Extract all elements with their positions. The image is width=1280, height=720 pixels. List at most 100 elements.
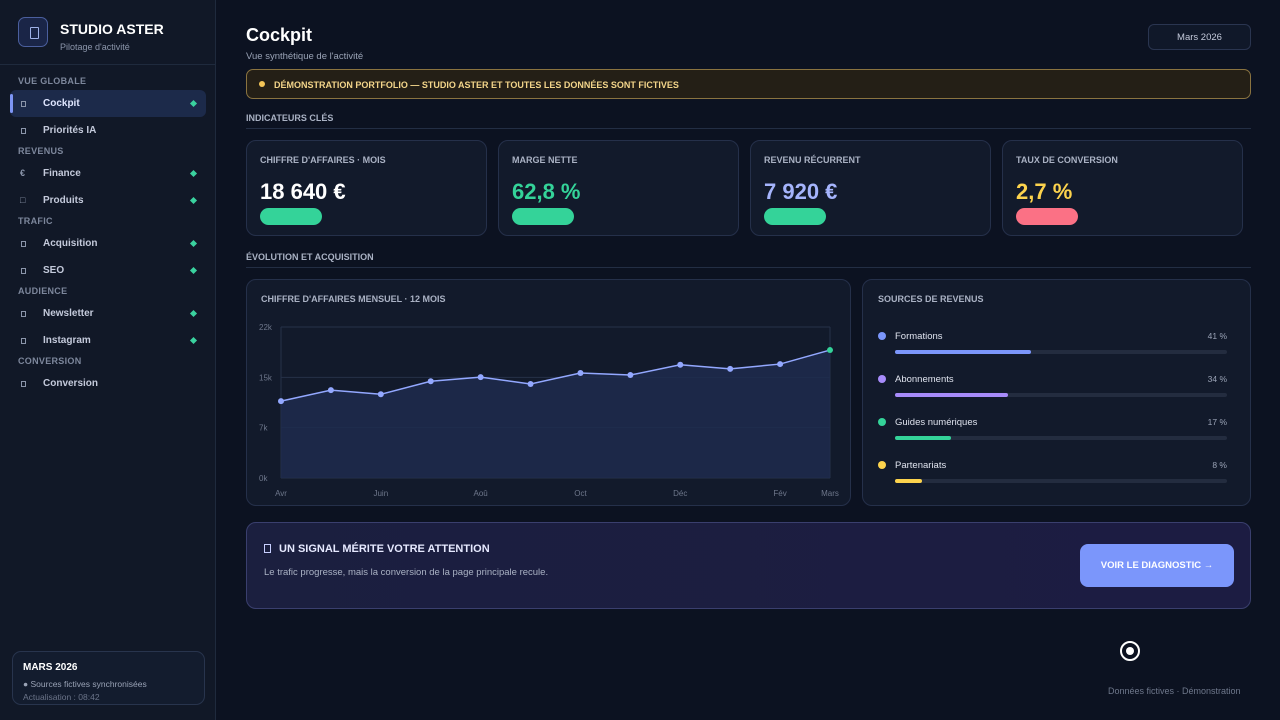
source-bar: [895, 350, 1032, 354]
status-dot: [189, 266, 198, 275]
kpi-card: REVENU RÉCURRENT 7 920 €: [750, 140, 991, 236]
nav-icon: [21, 268, 26, 274]
point: [727, 365, 734, 372]
source-bar: [895, 393, 1008, 397]
kpi-badge: [764, 208, 826, 225]
nav-icon: [21, 128, 26, 134]
source-name: Formations: [895, 331, 943, 342]
source-dot: [878, 418, 886, 426]
source-name: Partenariats: [895, 460, 947, 471]
status-dot: [189, 99, 198, 108]
x-tick-label: Avr: [275, 489, 287, 498]
page-title: Cockpit: [246, 25, 313, 45]
cursor: [1120, 641, 1140, 661]
period-selector[interactable]: Mars 2026: [1148, 24, 1251, 50]
kpi-label: REVENU RÉCURRENT: [764, 155, 861, 165]
nav-item[interactable]: Priorités IA: [10, 117, 206, 144]
nav-icon: □: [20, 195, 26, 205]
y-tick-label: 0k: [259, 474, 268, 483]
point: [627, 372, 634, 379]
y-tick-label: 15k: [259, 373, 273, 382]
nav-label: Newsletter: [43, 308, 94, 319]
nav-icon: [21, 101, 26, 107]
nav-item[interactable]: Cockpit: [10, 90, 206, 117]
kpi-card: TAUX DE CONVERSION 2,7 %: [1002, 140, 1243, 236]
x-tick-label: Aoû: [474, 489, 488, 498]
x-tick-label: Déc: [673, 489, 687, 498]
point: [827, 347, 833, 354]
nav-icon: [21, 311, 26, 317]
section-title: ÉVOLUTION ET ACQUISITION: [246, 252, 1251, 268]
source-dot: [878, 461, 886, 469]
nav-section: VUE GLOBALE: [18, 76, 87, 86]
nav-label: Instagram: [43, 335, 91, 346]
logo: [18, 17, 48, 47]
nav-item[interactable]: □ Produits: [10, 187, 206, 214]
status-dot: [189, 336, 198, 345]
nav-item[interactable]: Instagram: [10, 327, 206, 354]
point: [278, 398, 284, 405]
source-track: [895, 393, 1227, 397]
kpi-value: 18 640 €: [260, 179, 346, 204]
sources-title: SOURCES DE REVENUS: [878, 294, 984, 304]
area: [281, 350, 830, 478]
x-tick-label: Juin: [373, 489, 388, 498]
nav: VUE GLOBALE Cockpit Priorités IA REVENUS € Fi…: [0, 74, 216, 397]
nav-item[interactable]: € Finance: [10, 160, 206, 187]
status-dot: [189, 309, 198, 318]
point: [477, 374, 484, 381]
x-tick-label: Oct: [574, 489, 587, 498]
status-dot: [189, 169, 198, 178]
point: [377, 391, 384, 398]
nav-label: Conversion: [43, 378, 99, 389]
nav-item[interactable]: Conversion: [10, 370, 206, 397]
y-tick-label: 22k: [259, 323, 273, 332]
kpi-value: 7 920 €: [764, 179, 838, 204]
tagline: Pilotage d'activité: [60, 42, 130, 52]
nav-label: SEO: [43, 265, 65, 276]
nav-label: Priorités IA: [43, 125, 97, 136]
nav-section: REVENUS: [18, 146, 64, 156]
nav-label: Acquisition: [43, 238, 98, 249]
diagnostic-button[interactable]: VOIR LE DIAGNOSTIC →: [1080, 544, 1234, 587]
kpi-value: 62,8 %: [512, 179, 581, 204]
source-bar: [895, 436, 952, 440]
divider: [0, 64, 216, 65]
point: [677, 361, 684, 368]
footer-note: Données fictives · Démonstration: [1108, 686, 1241, 696]
demo-banner: DÉMONSTRATION PORTFOLIO — STUDIO ASTER E…: [246, 69, 1251, 99]
nav-label: Finance: [43, 168, 81, 179]
nav-icon: [21, 241, 26, 247]
alert-title: UN SIGNAL MÉRITE VOTRE ATTENTION: [264, 543, 490, 555]
nav-item[interactable]: Newsletter: [10, 300, 206, 327]
nav-icon: [21, 338, 26, 344]
nav-icon: [21, 381, 26, 387]
sync-title: MARS 2026: [23, 662, 78, 673]
alert-card: UN SIGNAL MÉRITE VOTRE ATTENTION Le traf…: [246, 522, 1251, 609]
brand: STUDIO ASTER: [60, 21, 164, 37]
status-dot: [189, 239, 198, 248]
nav-label: Cockpit: [43, 98, 80, 109]
point: [577, 369, 584, 376]
alert-text: Le trafic progresse, mais la conversion …: [264, 567, 549, 578]
nav-section: AUDIENCE: [18, 286, 68, 296]
source-track: [895, 479, 1227, 483]
kpi-badge: [260, 208, 322, 225]
kpi-badge: [512, 208, 574, 225]
kpi-card: MARGE NETTE 62,8 %: [498, 140, 739, 236]
source-dot: [878, 375, 886, 383]
chart-title: CHIFFRE D'AFFAIRES MENSUEL · 12 MOIS: [261, 294, 446, 304]
page-subtitle: Vue synthétique de l'activité: [246, 51, 364, 62]
nav-section: CONVERSION: [18, 356, 82, 366]
kpi-badge: [1016, 208, 1078, 225]
nav-item[interactable]: SEO: [10, 257, 206, 284]
nav-item[interactable]: Acquisition: [10, 230, 206, 257]
sync-status: ● Sources fictives synchronisées: [23, 679, 147, 689]
point: [327, 387, 334, 394]
nav-section: TRAFIC: [18, 216, 53, 226]
source-name: Abonnements: [895, 374, 954, 385]
x-tick-label: Mars: [821, 489, 839, 498]
kpi-label: TAUX DE CONVERSION: [1016, 155, 1118, 165]
y-tick-label: 7k: [259, 424, 268, 433]
